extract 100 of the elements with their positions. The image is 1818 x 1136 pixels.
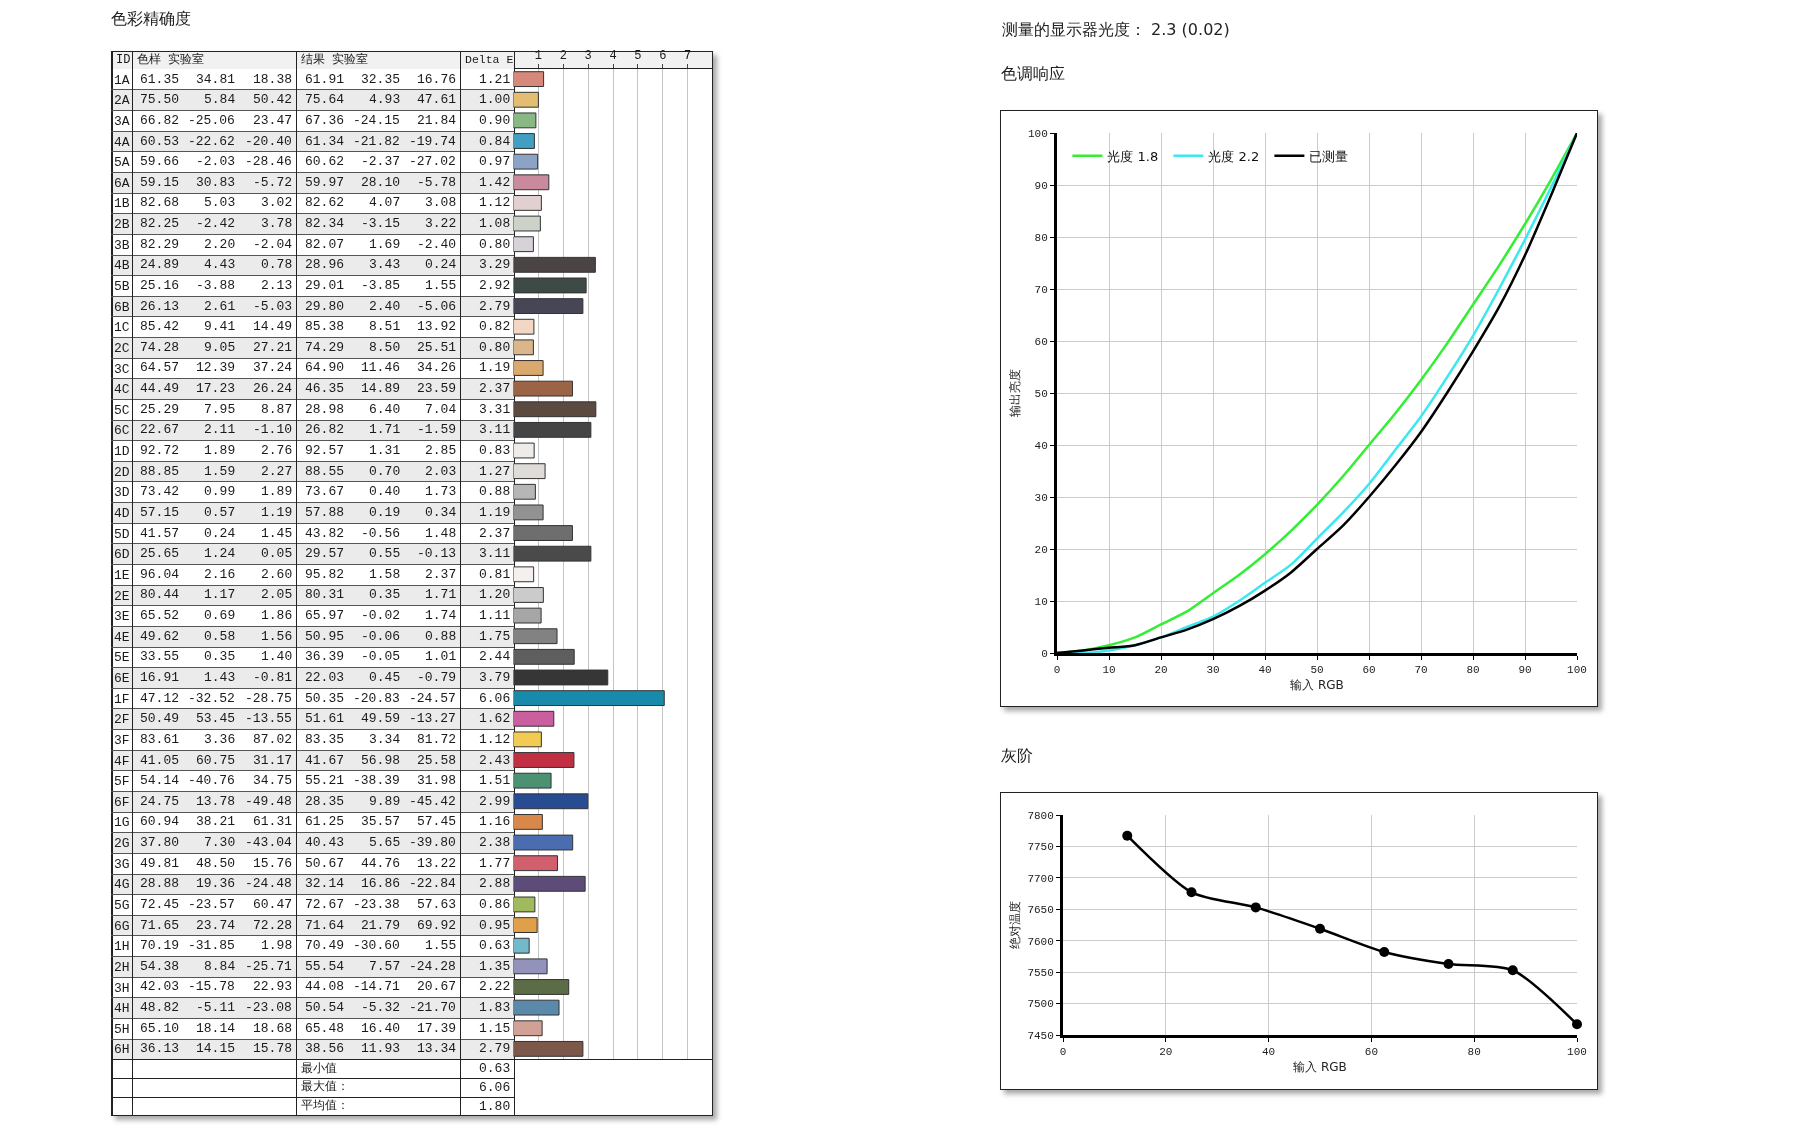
text: 60.94 (140, 814, 180, 829)
text: 2.16 (204, 567, 236, 582)
y-tick-label: 5E (114, 650, 130, 666)
text: 38.21 (196, 814, 236, 829)
x-tick-label: 40 (1258, 664, 1272, 677)
text: 70.49 (305, 938, 345, 953)
data-label: 1.27 (479, 464, 511, 479)
text: 37.80 (140, 835, 180, 850)
text: 1.59 (204, 464, 236, 479)
text: 0.40 (369, 484, 401, 499)
y-tick-label: 3B (114, 237, 130, 253)
text: -3.85 (361, 278, 401, 293)
text: 80.31 (305, 587, 345, 602)
y-tick-label: 4E (114, 629, 130, 645)
text: -21.70 (409, 1000, 456, 1015)
data-label: 1.51 (479, 773, 511, 788)
x-tick-label: 80 (1467, 1046, 1481, 1059)
text: 25.65 (140, 546, 180, 561)
text: 22.67 (140, 422, 180, 437)
bar (513, 772, 552, 789)
text: 9.41 (204, 319, 236, 334)
bar (513, 813, 543, 830)
text: 43.82 (305, 526, 345, 541)
text: 69.92 (417, 918, 457, 933)
text: 1.71 (369, 422, 401, 437)
text: 4.93 (369, 92, 401, 107)
text: 32.35 (361, 72, 401, 87)
text: 7.04 (425, 402, 457, 417)
text: 14.49 (253, 319, 293, 334)
data-label: 1.62 (479, 711, 511, 726)
text: 41.05 (140, 753, 180, 768)
y-tick-label: 5D (114, 526, 130, 542)
text: -30.60 (353, 938, 400, 953)
text: 57.63 (417, 897, 457, 912)
y-tick-label: 6B (114, 299, 130, 315)
legend-label: 光度 1.8 (1107, 148, 1159, 164)
text: 16.86 (361, 876, 401, 891)
text: 0.05 (261, 546, 293, 561)
text: 61.35 (140, 72, 180, 87)
data-label: 1.83 (479, 1000, 511, 1015)
data-label: 3.31 (479, 402, 511, 417)
bar (513, 752, 575, 768)
bar (513, 256, 596, 273)
point (1443, 958, 1454, 969)
bar (513, 793, 589, 810)
text: 3.22 (425, 216, 457, 231)
text: 53.45 (196, 711, 236, 726)
legend-label: 光度 2.2 (1208, 148, 1260, 164)
y-tick-label: 3E (114, 609, 130, 625)
x-axis-title: 输入 RGB (1293, 1060, 1347, 1075)
text: 13.22 (417, 856, 457, 871)
text: -49.48 (245, 794, 292, 809)
text: 50.54 (305, 1000, 345, 1015)
text: 1.58 (369, 567, 401, 582)
text: 83.35 (305, 732, 345, 747)
text: 0.69 (204, 608, 236, 623)
text: 50.49 (140, 711, 180, 726)
bar (513, 174, 550, 191)
y-tick-label: 5B (114, 279, 130, 294)
text: 3.08 (425, 195, 457, 210)
text: 2.60 (261, 567, 293, 582)
y-tick-label: 7700 (1027, 872, 1054, 885)
text: 72.45 (140, 897, 180, 912)
text: 8.51 (369, 319, 401, 334)
text: -20.83 (353, 691, 400, 706)
text: 0.35 (204, 649, 236, 664)
text: 29.01 (305, 278, 345, 293)
text: 85.42 (140, 319, 180, 334)
bar (513, 91, 539, 108)
text: 13.78 (196, 794, 236, 809)
bar (513, 917, 538, 934)
y-tick-label: 6A (114, 175, 130, 191)
bar (513, 979, 570, 995)
text: 4.43 (204, 257, 236, 272)
text: 2.03 (425, 464, 457, 479)
text: 65.48 (305, 1021, 345, 1036)
text: 8.84 (204, 959, 236, 974)
y-tick-label: 6G (114, 918, 130, 934)
data-label: 0.82 (479, 319, 511, 334)
data-label: 1.12 (479, 195, 511, 210)
bar (513, 937, 530, 954)
text: 1.74 (425, 608, 457, 623)
text: 1.40 (261, 649, 293, 664)
text: 1.31 (369, 443, 401, 458)
data-label: 1.16 (479, 814, 511, 829)
data-label: 1.42 (479, 175, 511, 190)
y-tick-label: 30 (1034, 491, 1048, 504)
text: 0.19 (369, 505, 401, 520)
bar (513, 112, 537, 129)
text: 55.54 (305, 959, 345, 974)
text: 44.76 (361, 856, 401, 871)
y-tick-label: 3H (114, 980, 130, 996)
text: 15.78 (253, 1041, 293, 1056)
text: 6.40 (369, 402, 401, 417)
bar (513, 442, 535, 459)
text: 3.34 (369, 732, 401, 747)
y-tick-label: 3F (114, 732, 130, 748)
bar (513, 545, 592, 562)
text: -5.03 (253, 299, 293, 314)
text: 41.57 (140, 526, 180, 541)
